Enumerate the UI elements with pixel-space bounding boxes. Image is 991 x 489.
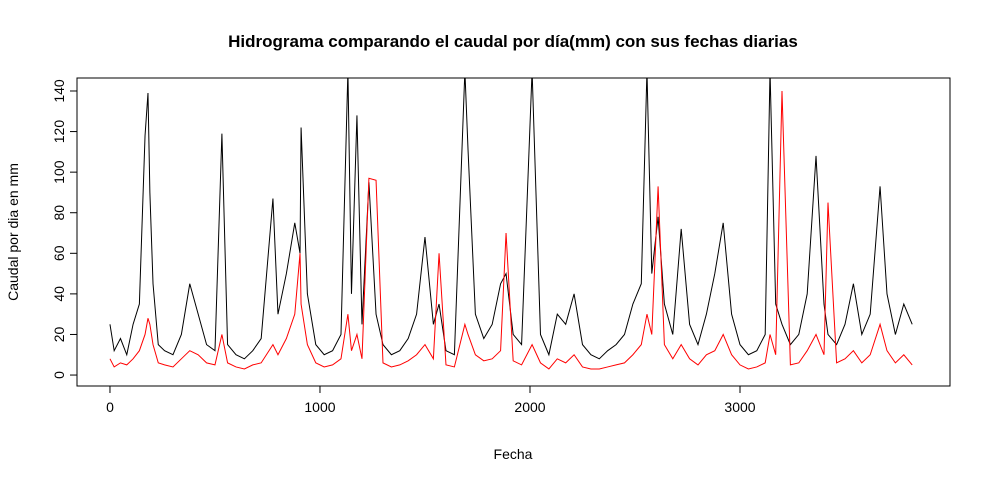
series-line — [109, 90, 913, 370]
y-tick-label: 60 — [51, 245, 67, 261]
y-tick-label: 0 — [51, 371, 67, 379]
series-line — [109, 78, 913, 360]
y-tick-label: 100 — [51, 160, 67, 184]
y-tick-label: 120 — [51, 120, 67, 144]
chart-title: Hidrograma comparando el caudal por día(… — [228, 32, 798, 51]
x-tick-label: 1000 — [304, 399, 335, 415]
x-tick-label: 0 — [106, 399, 114, 415]
y-tick-label: 40 — [51, 286, 67, 302]
x-axis-label: Fecha — [494, 446, 533, 462]
plot-lines — [109, 78, 913, 370]
x-tick-label: 3000 — [724, 399, 755, 415]
y-axis-label: Caudal por dia en mm — [5, 163, 21, 301]
y-tick-label: 140 — [51, 79, 67, 103]
x-tick-label: 2000 — [514, 399, 545, 415]
y-tick-label: 80 — [51, 205, 67, 221]
y-tick-label: 20 — [51, 326, 67, 342]
